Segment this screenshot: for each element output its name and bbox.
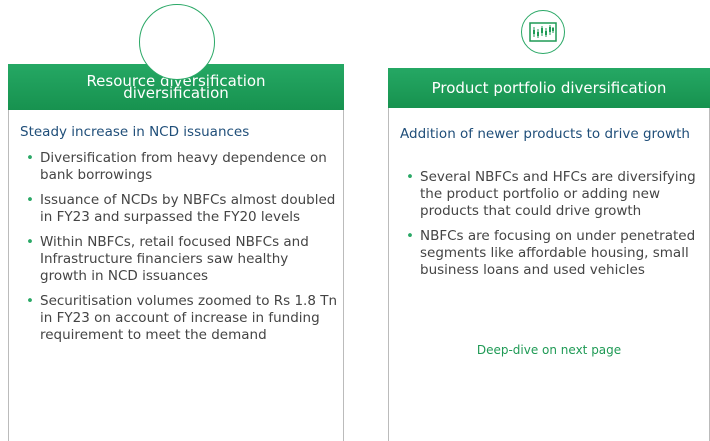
bullet: Diversification from heavy dependence on… xyxy=(20,150,338,184)
bullet-list: Diversification from heavy dependence on… xyxy=(20,150,338,352)
bullet-list: Several NBFCs and HFCs are diversifying … xyxy=(400,169,706,287)
icon-circle xyxy=(139,4,215,80)
card-frame xyxy=(8,100,344,441)
left-card: Resource diversification diversification… xyxy=(8,0,344,441)
card-title: Product portfolio diversification xyxy=(431,79,667,97)
card-title: Resource diversification diversification xyxy=(86,72,266,102)
card-header: Product portfolio diversification xyxy=(388,68,710,108)
bullet: Issuance of NCDs by NBFCs almost doubled… xyxy=(20,192,338,226)
deep-dive-link[interactable]: Deep-dive on next page xyxy=(476,343,622,357)
card-subtitle: Addition of newer products to drive grow… xyxy=(400,126,690,142)
bullet: Securitisation volumes zoomed to Rs 1.8 … xyxy=(20,293,338,344)
icon-circle xyxy=(521,10,565,54)
bullet: Several NBFCs and HFCs are diversifying … xyxy=(400,169,706,220)
bullet: NBFCs are focusing on under penetrated s… xyxy=(400,228,706,279)
card-subtitle: Steady increase in NCD issuances xyxy=(20,124,250,140)
bullet: Within NBFCs, retail focused NBFCs and I… xyxy=(20,234,338,285)
right-card: Product portfolio diversification Additi… xyxy=(388,0,710,441)
chart-icon xyxy=(529,22,557,42)
